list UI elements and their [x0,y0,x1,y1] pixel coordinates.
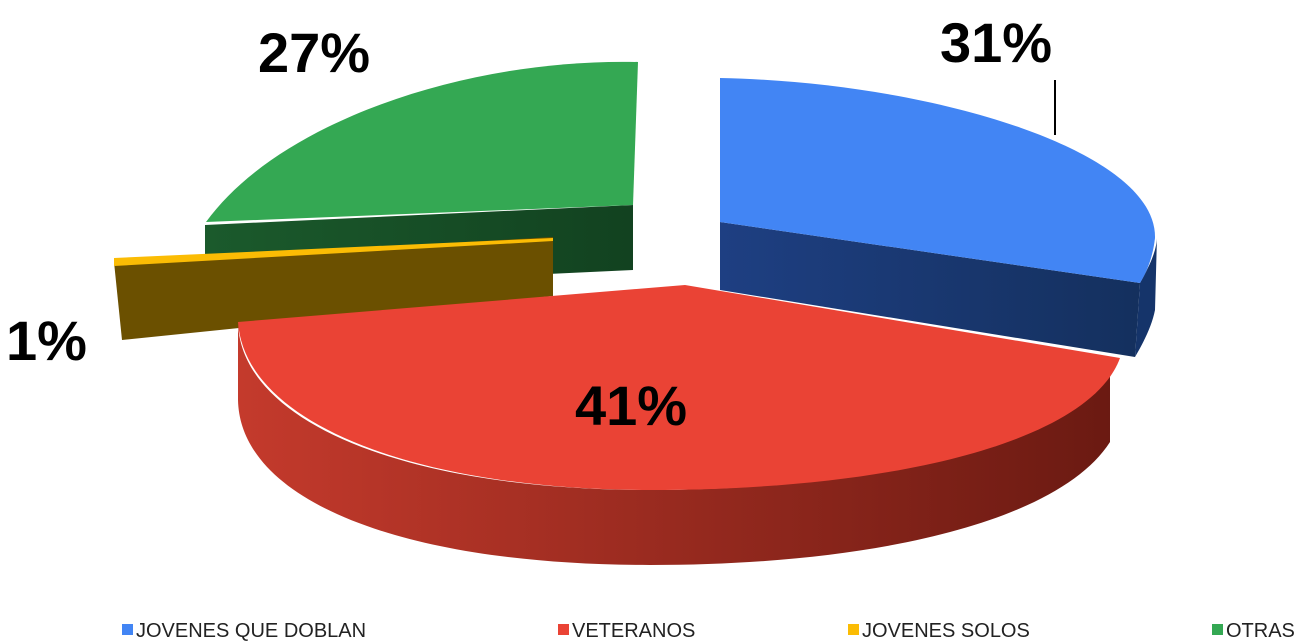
slice-veteranos-top [238,285,1120,490]
slice-jovenes-solos[interactable] [114,237,553,340]
legend-swatch [1212,624,1223,635]
legend-item-jovenes-que-doblan[interactable]: JOVENES QUE DOBLAN [122,620,366,641]
legend-item-otras[interactable]: OTRAS [1212,620,1295,641]
data-label-jovenes-que-doblan: 31% [940,11,1052,74]
slice-jovenes-que-doblan-side-curve [1135,236,1157,357]
legend-item-jovenes-solos[interactable]: JOVENES SOLOS [848,620,1030,641]
data-label-veteranos: 41% [575,374,687,437]
legend-label: VETERANOS [572,620,695,641]
slice-jovenes-solos-top [114,238,553,266]
slice-jovenes-solos-side [114,237,553,340]
legend-label: JOVENES SOLOS [862,620,1030,641]
slice-jovenes-que-doblan-side [720,222,1140,357]
legend-swatch [558,624,569,635]
legend-swatch [848,624,859,635]
legend-label: JOVENES QUE DOBLAN [136,620,366,641]
data-label-otras: 27% [258,21,370,84]
data-label-jovenes-solos: 1% [6,309,87,372]
slice-veteranos-side [238,322,1110,565]
slice-otras-top [206,61,638,223]
legend-swatch [122,624,133,635]
legend-item-veteranos[interactable]: VETERANOS [558,620,695,641]
slice-jovenes-que-doblan-top [720,78,1156,283]
legend: JOVENES QUE DOBLAN VETERANOS JOVENES SOL… [122,620,1295,641]
slice-jovenes-que-doblan[interactable] [720,78,1157,357]
legend-label: OTRAS [1226,620,1295,641]
slice-veteranos[interactable] [238,285,1120,565]
